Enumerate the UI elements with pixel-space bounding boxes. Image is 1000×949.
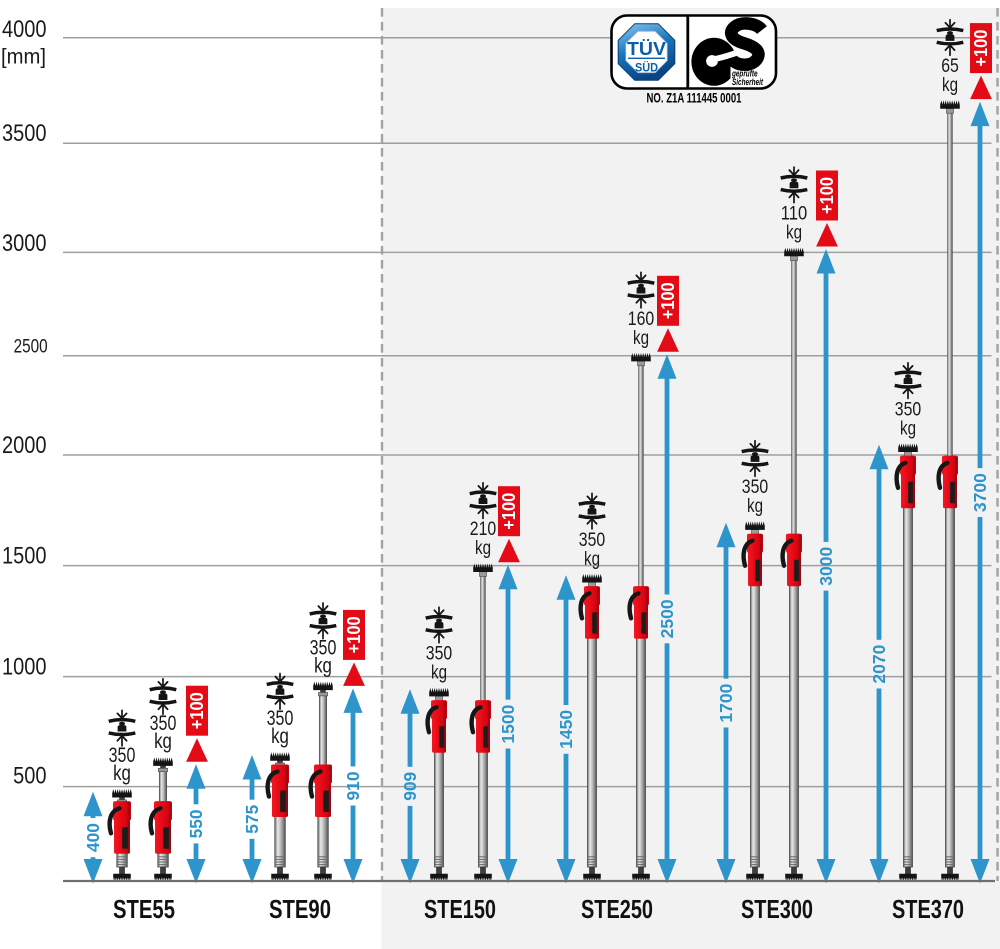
svg-text:550: 550	[186, 809, 206, 838]
svg-text:350: 350	[426, 644, 452, 665]
svg-text:3500: 3500	[2, 120, 47, 147]
svg-text:STE55: STE55	[113, 894, 175, 924]
svg-text:SÜD: SÜD	[635, 61, 658, 74]
svg-text:kg: kg	[113, 761, 131, 785]
svg-text:STE90: STE90	[269, 894, 331, 924]
svg-text:1450: 1450	[556, 710, 576, 749]
svg-text:geprüfte: geprüfte	[731, 68, 757, 78]
svg-text:+100: +100	[187, 692, 207, 729]
svg-text:210: 210	[470, 519, 496, 540]
svg-text:350: 350	[150, 711, 177, 735]
svg-text:NO. Z1A 111445 0001: NO. Z1A 111445 0001	[647, 91, 742, 106]
svg-text:[mm]: [mm]	[1, 46, 46, 69]
svg-text:+100: +100	[971, 30, 991, 67]
svg-text:909: 909	[400, 772, 420, 801]
svg-text:kg: kg	[747, 496, 763, 517]
svg-text:kg: kg	[271, 724, 289, 748]
svg-text:Sicherheit: Sicherheit	[732, 77, 764, 87]
svg-text:350: 350	[267, 706, 294, 730]
svg-text:TÜV: TÜV	[627, 38, 667, 59]
svg-text:STE370: STE370	[892, 894, 964, 924]
svg-text:910: 910	[343, 771, 363, 800]
svg-text:kg: kg	[314, 653, 332, 677]
svg-text:kg: kg	[786, 223, 802, 244]
svg-text:160: 160	[628, 309, 654, 330]
svg-text:2070: 2070	[869, 644, 889, 683]
svg-text:1000: 1000	[2, 653, 47, 680]
svg-text:2500: 2500	[14, 336, 48, 358]
svg-text:kg: kg	[154, 729, 172, 753]
svg-text:1700: 1700	[716, 683, 736, 722]
svg-text:kg: kg	[431, 663, 447, 684]
svg-text:350: 350	[109, 743, 136, 767]
svg-text:2000: 2000	[2, 432, 47, 459]
svg-text:+100: +100	[499, 493, 519, 530]
svg-text:2500: 2500	[657, 599, 677, 638]
svg-text:350: 350	[310, 635, 337, 659]
svg-text:STE300: STE300	[741, 894, 813, 924]
svg-text:STE150: STE150	[424, 894, 496, 924]
svg-text:65: 65	[941, 56, 959, 77]
svg-text:4000: 4000	[2, 16, 47, 43]
svg-text:+100: +100	[658, 282, 678, 319]
svg-text:500: 500	[13, 762, 46, 789]
svg-text:350: 350	[579, 530, 605, 551]
svg-text:kg: kg	[942, 75, 958, 96]
svg-text:110: 110	[781, 204, 807, 225]
svg-text:400: 400	[83, 823, 103, 852]
svg-text:STE250: STE250	[581, 894, 653, 924]
svg-text:3000: 3000	[2, 230, 47, 257]
svg-text:350: 350	[742, 477, 768, 498]
svg-text:1500: 1500	[2, 542, 47, 569]
svg-text:+100: +100	[344, 616, 364, 653]
svg-text:1500: 1500	[498, 704, 518, 743]
svg-text:kg: kg	[475, 538, 491, 559]
svg-text:575: 575	[242, 804, 262, 833]
svg-text:+100: +100	[817, 177, 837, 214]
svg-text:350: 350	[895, 399, 921, 420]
svg-text:3700: 3700	[970, 473, 990, 512]
svg-text:kg: kg	[633, 328, 649, 349]
svg-text:3000: 3000	[816, 546, 836, 585]
svg-text:kg: kg	[900, 418, 916, 439]
svg-text:kg: kg	[584, 549, 600, 570]
